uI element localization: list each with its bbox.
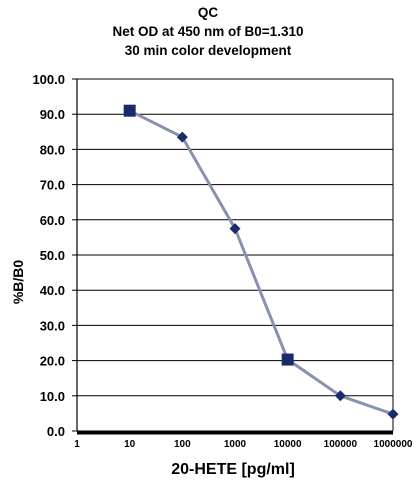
data-point-square	[123, 104, 136, 117]
x-tick-label: 10000	[274, 439, 302, 450]
y-tick-label: 60.0	[40, 213, 65, 228]
y-tick-label: 90.0	[40, 107, 65, 122]
y-tick-label: 100.0	[32, 72, 65, 87]
data-point-diamond	[334, 390, 346, 402]
y-tick-label: 50.0	[40, 248, 65, 263]
x-tick-label: 1000	[224, 439, 247, 450]
data-point-diamond	[229, 223, 241, 235]
x-tick-label: 1	[74, 439, 80, 450]
tick-labels: 0.0 10.0 20.0 30.0 40.0 50.0 60.0 70.0 80.0 90.0 1…	[32, 72, 412, 450]
chart-title-line-2: Net OD at 450 nm of B0=1.310	[113, 24, 304, 39]
y-tick-label: 0.0	[47, 424, 65, 439]
axes	[72, 78, 394, 435]
x-tick-label: 10	[124, 439, 136, 450]
x-axis-label: 20-HETE [pg/ml]	[171, 461, 295, 478]
x-tick-label: 100	[174, 439, 191, 450]
chart-title-line-3: 30 min color development	[125, 43, 292, 58]
x-tick-label: 1000000	[374, 439, 413, 450]
gridlines	[77, 78, 393, 397]
data-point-diamond	[176, 131, 188, 143]
chart-title-line-1: QC	[198, 5, 219, 20]
data-point-square	[281, 353, 294, 366]
y-tick-label: 20.0	[40, 354, 65, 369]
y-axis-label: %B/B0	[10, 260, 26, 305]
data-point-diamond	[387, 408, 399, 420]
x-tick-label: 100000	[324, 439, 358, 450]
y-tick-label: 70.0	[40, 178, 65, 193]
data-series	[123, 104, 399, 420]
y-tick-label: 40.0	[40, 283, 65, 298]
series-line	[128, 109, 394, 416]
y-tick-label: 10.0	[40, 389, 65, 404]
y-tick-label: 80.0	[40, 142, 65, 157]
y-tick-label: 30.0	[40, 318, 65, 333]
